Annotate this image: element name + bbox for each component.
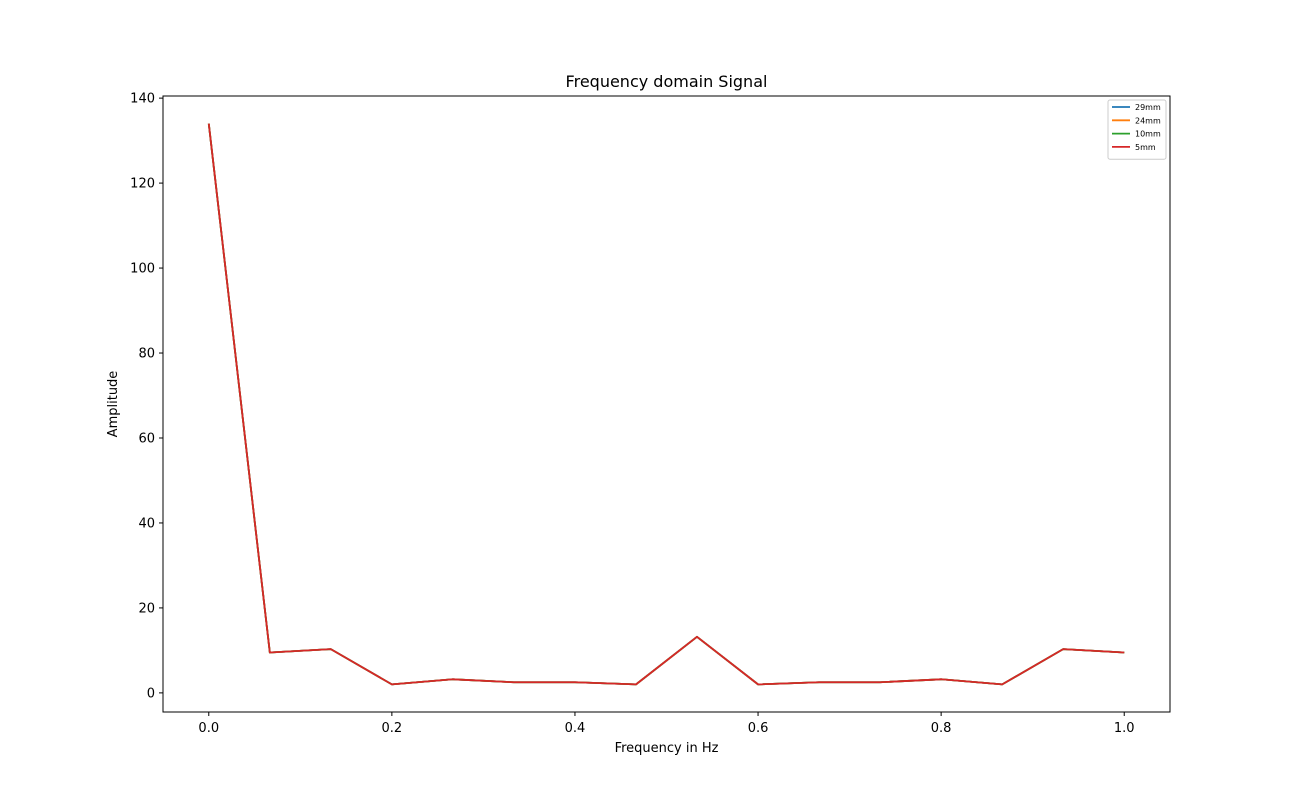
legend-box <box>1107 99 1167 160</box>
axes-frame <box>162 95 1171 713</box>
x-axis: 0.0 0.2 0.4 0.6 0.8 1.0 <box>198 712 1135 736</box>
x-tick-label: 0.4 <box>565 721 586 736</box>
x-tick-label: 1.0 <box>1114 721 1135 736</box>
x-tick-label: 0.8 <box>931 721 952 736</box>
y-tick-label: 140 <box>130 92 155 107</box>
x-tick-label: 0.6 <box>748 721 769 736</box>
y-tick-label: 40 <box>138 516 155 531</box>
legend-label: 5mm <box>1135 143 1156 152</box>
y-tick-label: 60 <box>138 431 155 446</box>
y-tick-label: 20 <box>138 601 155 616</box>
x-axis-label: Frequency in Hz <box>615 741 719 756</box>
legend-label: 29mm <box>1135 103 1161 112</box>
chart-title: Frequency domain Signal <box>566 72 768 91</box>
series-line-10mm <box>207 123 1125 686</box>
plot-area <box>207 123 1125 686</box>
x-tick-label: 0.2 <box>382 721 403 736</box>
series-line-5mm <box>207 123 1125 686</box>
series-line-29mm <box>207 123 1125 686</box>
y-axis: 0 20 40 60 80 100 120 140 <box>130 92 163 701</box>
y-tick-label: 120 <box>130 177 155 192</box>
legend-label: 24mm <box>1135 116 1161 125</box>
y-tick-label: 100 <box>130 262 155 277</box>
y-tick-label: 80 <box>138 347 155 362</box>
legend: 29mm 24mm 10mm 5mm <box>1107 99 1167 160</box>
x-tick-label: 0.0 <box>198 721 219 736</box>
y-tick-label: 0 <box>147 686 155 701</box>
y-axis-label: Amplitude <box>106 371 121 438</box>
legend-label: 10mm <box>1135 130 1161 139</box>
series-line-24mm <box>207 123 1125 686</box>
